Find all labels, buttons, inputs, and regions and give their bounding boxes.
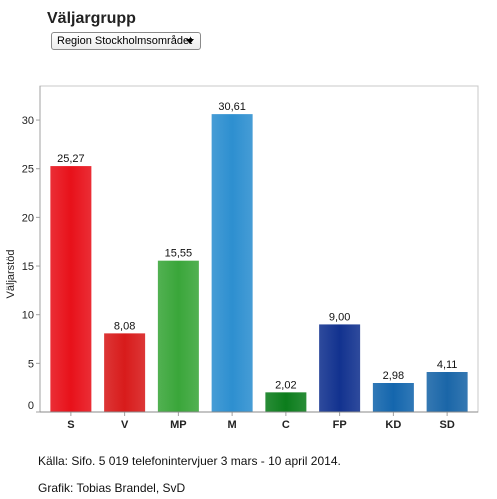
data-label: 25,27 [57,153,85,165]
y-tick-label: 25 [22,164,34,176]
x-tick-label: KD [385,419,401,431]
bar-fp [319,324,361,412]
y-tick-label: 10 [22,310,34,322]
bar-m [211,114,253,412]
y-tick-label: 0 [28,400,34,412]
data-label: 2,98 [383,370,404,382]
chevron-down-icon [186,39,194,44]
y-tick-label: 30 [22,115,34,127]
x-tick-label: MP [170,419,187,431]
bar-kd [372,383,414,412]
bar-mp [157,260,199,412]
data-label: 8,08 [114,320,135,332]
chart-title: Väljargrupp [47,10,136,27]
data-label: 15,55 [165,248,193,260]
y-tick-label: 20 [22,212,34,224]
data-label: 30,61 [218,101,246,113]
x-tick-label: V [121,419,129,431]
bar-c [265,392,307,412]
x-tick-label: S [67,419,74,431]
y-tick-label: 5 [28,358,34,370]
x-tick-label: M [228,419,237,431]
region-dropdown[interactable]: Region Stockholmsområdet [51,32,201,50]
source-note: Källa: Sifo. 5 019 telefonintervjuer 3 m… [38,454,341,468]
data-label: 2,02 [275,379,296,391]
data-label: 4,11 [437,359,458,371]
y-axis-label: Väljarstöd [5,250,17,299]
x-tick-label: SD [439,419,454,431]
data-label: 9,00 [329,311,350,323]
x-tick-label: C [282,419,290,431]
bar-s [50,166,92,412]
bar-v [104,333,146,412]
region-dropdown-value: Region Stockholmsområdet [57,35,193,47]
credit-note: Grafik: Tobias Brandel, SvD [38,481,186,495]
bar-sd [426,372,468,412]
x-tick-label: FP [333,419,347,431]
y-tick-label: 15 [22,261,34,273]
